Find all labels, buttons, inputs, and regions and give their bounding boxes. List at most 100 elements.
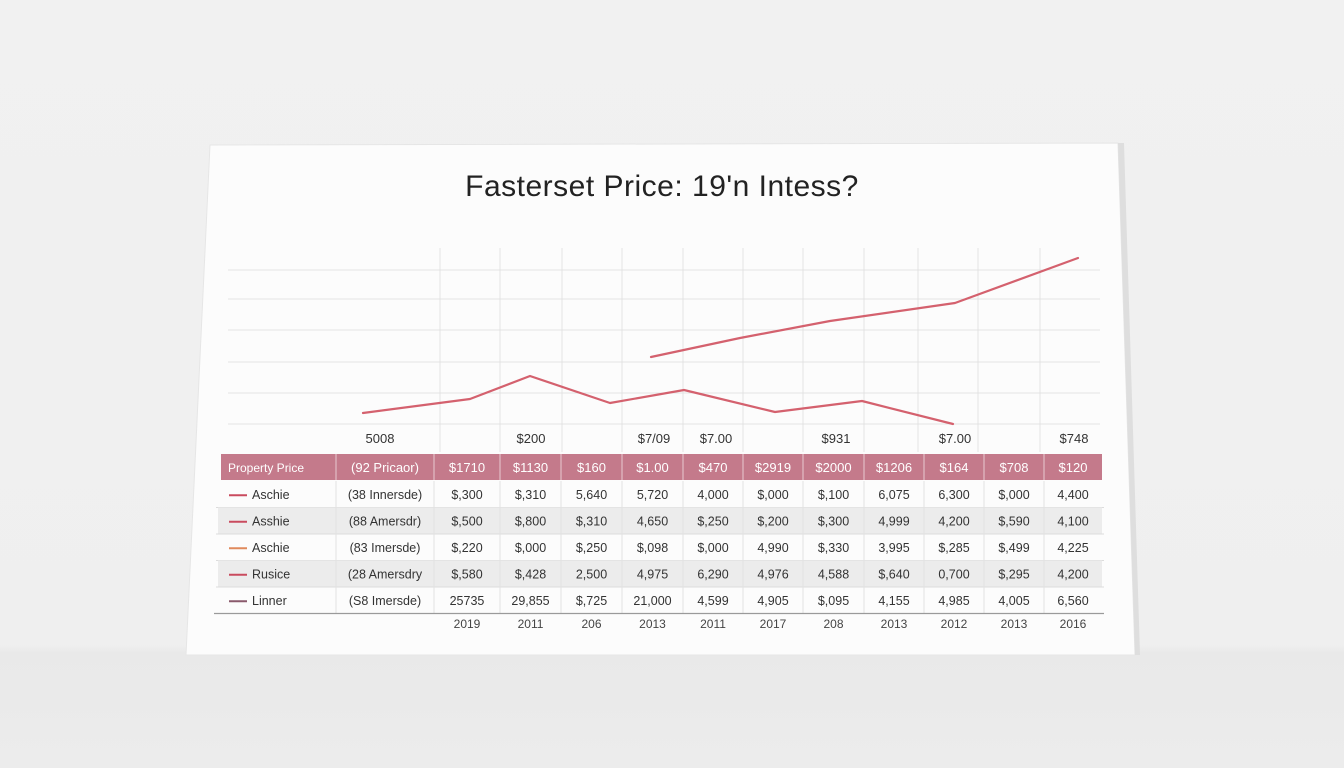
table-cell: 3,995 xyxy=(878,541,909,555)
table-header-cell: $164 xyxy=(940,460,969,475)
table-cell: 5,720 xyxy=(637,488,668,502)
table-cell: $,000 xyxy=(998,488,1029,502)
table-cell: 4,650 xyxy=(637,515,668,529)
table-header-cell: $1206 xyxy=(876,460,912,475)
table-cell: $,330 xyxy=(818,541,849,555)
table-cell: (28 Amersdry xyxy=(348,568,423,582)
table-header-cell: $1710 xyxy=(449,460,485,475)
x-tick-label: 208 xyxy=(823,617,843,631)
table-cell: $,200 xyxy=(757,515,788,529)
table-cell: 4,599 xyxy=(697,594,728,608)
table-cell: 4,400 xyxy=(1057,488,1088,502)
table-cell: $,725 xyxy=(576,594,607,608)
table-header-cell: $160 xyxy=(577,460,606,475)
value-label: $748 xyxy=(1060,431,1089,446)
table-header-cell: (92 Pricaor) xyxy=(351,460,419,475)
value-label: $7/09 xyxy=(638,431,671,446)
series-line-0 xyxy=(361,374,955,426)
table-cell: $,300 xyxy=(818,515,849,529)
chart-title: Fasterset Price: 19'n Intess? xyxy=(465,170,859,203)
table-cell: $,000 xyxy=(697,541,728,555)
table-cell: $,098 xyxy=(637,541,668,555)
value-label: $7.00 xyxy=(700,431,733,446)
table-cell: 4,990 xyxy=(757,541,788,555)
table-header-cell: $120 xyxy=(1059,460,1088,475)
table-cell: $,428 xyxy=(515,568,546,582)
x-tick-label: 2013 xyxy=(639,617,666,631)
table-cell: $,800 xyxy=(515,515,546,529)
table-cell: $,500 xyxy=(451,515,482,529)
table-cell: 6,300 xyxy=(938,488,969,502)
table-cell: Aschie xyxy=(252,541,290,555)
table-cell: 4,905 xyxy=(757,594,788,608)
table-cell: Aschie xyxy=(252,488,290,502)
table-row-band xyxy=(218,560,1102,587)
table-cell: 4,985 xyxy=(938,594,969,608)
table-header-cell: Property Price xyxy=(228,461,304,475)
table-cell: $,250 xyxy=(576,541,607,555)
table-header-cell: $470 xyxy=(699,460,728,475)
table-cell: $,100 xyxy=(818,488,849,502)
value-label: $7.00 xyxy=(939,431,972,446)
x-tick-label: 206 xyxy=(581,617,601,631)
table-cell: (83 Imersde) xyxy=(350,541,421,555)
x-tick-label: 2017 xyxy=(760,617,787,631)
table-header-cell: $1130 xyxy=(513,460,548,475)
table-cell: 4,155 xyxy=(878,594,909,608)
x-tick-label: 2013 xyxy=(1001,617,1028,631)
table-header-cell: $2919 xyxy=(755,460,791,475)
table-cell: (S8 Imersde) xyxy=(349,594,421,608)
table-cell: $,285 xyxy=(938,541,969,555)
x-tick-label: 2011 xyxy=(518,617,544,631)
x-tick-label: 2012 xyxy=(941,617,968,631)
table-cell: 5,640 xyxy=(576,488,607,502)
table-cell: (38 Innersde) xyxy=(348,488,422,502)
table-cell: Linner xyxy=(252,594,287,608)
table-header-band xyxy=(221,454,1102,480)
table-cell: $,640 xyxy=(878,568,909,582)
series-line-1 xyxy=(649,256,1080,359)
table-cell: $,580 xyxy=(451,568,482,582)
table-cell: $,590 xyxy=(998,515,1029,529)
table-cell: 6,290 xyxy=(697,568,728,582)
x-tick-label: 2013 xyxy=(881,617,908,631)
table-cell: 2,500 xyxy=(576,568,607,582)
value-label: 5008 xyxy=(366,431,395,446)
table-cell: 4,100 xyxy=(1057,515,1088,529)
table-cell: $,095 xyxy=(818,594,849,608)
table-cell: 0,700 xyxy=(938,568,969,582)
table-cell: $,310 xyxy=(515,488,546,502)
table-cell: 4,999 xyxy=(878,515,909,529)
value-label: $200 xyxy=(517,431,546,446)
table-cell: $,300 xyxy=(451,488,482,502)
table-cell: $,000 xyxy=(757,488,788,502)
table-cell: 4,588 xyxy=(818,568,849,582)
table-cell: 4,000 xyxy=(697,488,728,502)
table-header-cell: $2000 xyxy=(815,460,851,475)
table-cell: $,295 xyxy=(998,568,1029,582)
table-cell: $,000 xyxy=(515,541,546,555)
table-cell: Rusice xyxy=(252,568,290,582)
table-header-cell: $1.00 xyxy=(636,460,669,475)
table-cell: 4,975 xyxy=(637,568,668,582)
table-cell: $,310 xyxy=(576,515,607,529)
table-cell: 29,855 xyxy=(511,594,549,608)
table-cell: 6,560 xyxy=(1057,594,1088,608)
x-tick-label: 2011 xyxy=(700,617,726,631)
table-cell: 4,005 xyxy=(998,594,1029,608)
table-cell: 4,200 xyxy=(1057,568,1088,582)
table-cell: 4,976 xyxy=(757,568,788,582)
value-label: $931 xyxy=(822,431,851,446)
table-cell: 21,000 xyxy=(633,594,671,608)
table-row-band xyxy=(218,507,1102,534)
table-cell: Asshie xyxy=(252,515,290,529)
x-tick-label: 2019 xyxy=(454,617,481,631)
table-header-cell: $708 xyxy=(1000,460,1029,475)
table-cell: (88 Amersdr) xyxy=(349,515,421,529)
table-cell: $,220 xyxy=(451,541,482,555)
table-cell: 6,075 xyxy=(878,488,909,502)
table-cell: $,499 xyxy=(998,541,1029,555)
table-cell: 4,225 xyxy=(1057,541,1088,555)
